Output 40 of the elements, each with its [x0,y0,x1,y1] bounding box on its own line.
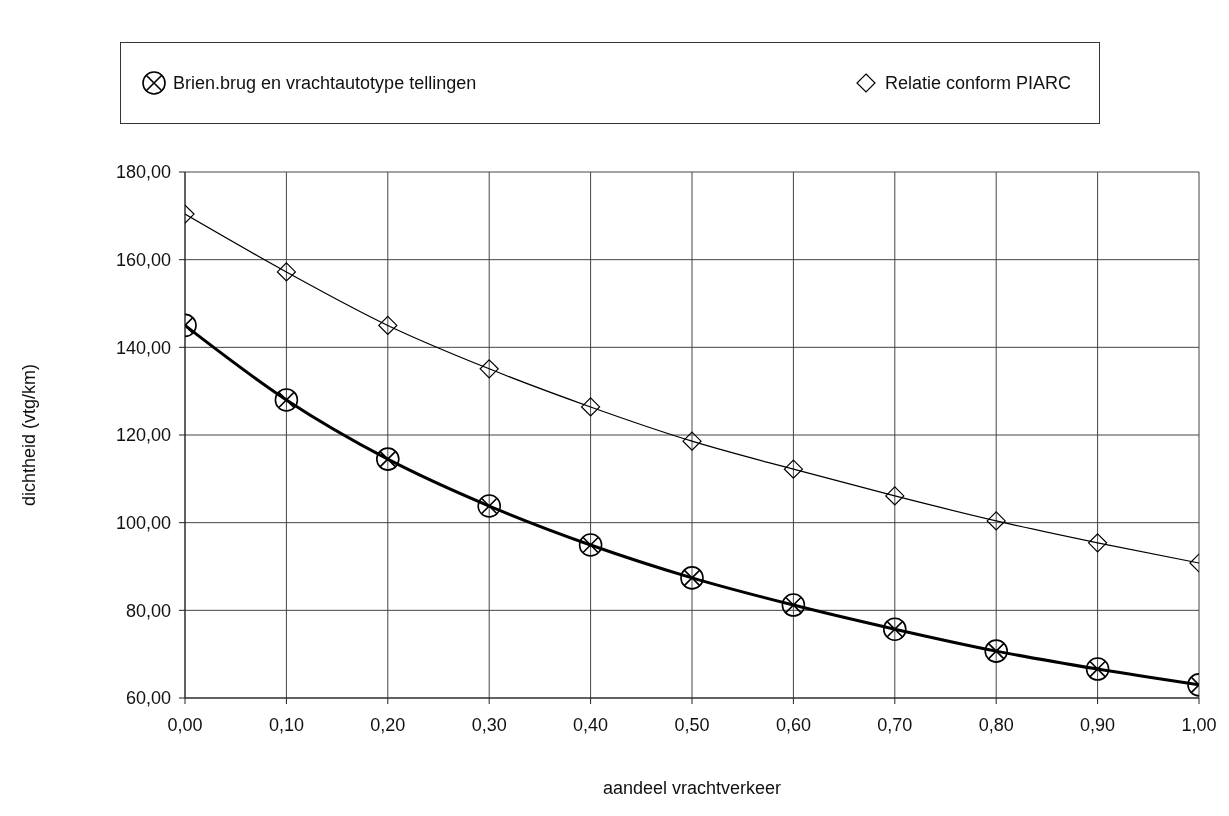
x-axis-title: aandeel vrachtverkeer [602,778,782,798]
x-tick-label: 0,80 [978,714,1014,735]
legend-label: Relatie conform PIARC [884,72,1071,94]
x-tick-label: 0,30 [471,714,507,735]
point [682,431,702,451]
point [376,447,400,471]
x-tick-label: 0,90 [1080,714,1116,735]
point [477,494,501,518]
point [1085,657,1110,681]
legend-label: Brien.brug en vrachtautotype tellingen [173,72,477,94]
x-tick-label: 0,70 [877,714,913,735]
y-tick-label: 140,00 [115,337,171,358]
point [378,315,398,336]
y-axis-title: dichtheid (vtg/km) [18,363,39,507]
x-tick-label: 1,00 [1181,714,1217,735]
point [986,511,1006,531]
x-tick-label: 0,00 [167,714,203,735]
point [783,459,803,479]
point [883,617,907,641]
x-tick-label: 0,40 [573,714,609,735]
y-tick-label: 120,00 [115,425,171,446]
point [479,359,499,379]
x-tick-label: 0,60 [775,714,811,735]
x-tick-label: 0,50 [674,714,710,735]
point [885,486,905,506]
y-tick-label: 160,00 [115,250,171,271]
point [581,397,601,417]
point [781,593,806,617]
point [276,262,296,282]
y-tick-label: 80,00 [125,600,171,621]
point [274,388,299,412]
y-tick-label: 180,00 [115,162,171,183]
x-tick-label: 0,20 [370,714,406,735]
point [984,639,1008,663]
point [1088,533,1108,553]
y-tick-label: 100,00 [115,513,171,534]
point [578,533,603,557]
point [680,566,704,590]
y-tick-label: 60,00 [125,688,171,709]
x-tick-label: 0,10 [268,714,304,735]
